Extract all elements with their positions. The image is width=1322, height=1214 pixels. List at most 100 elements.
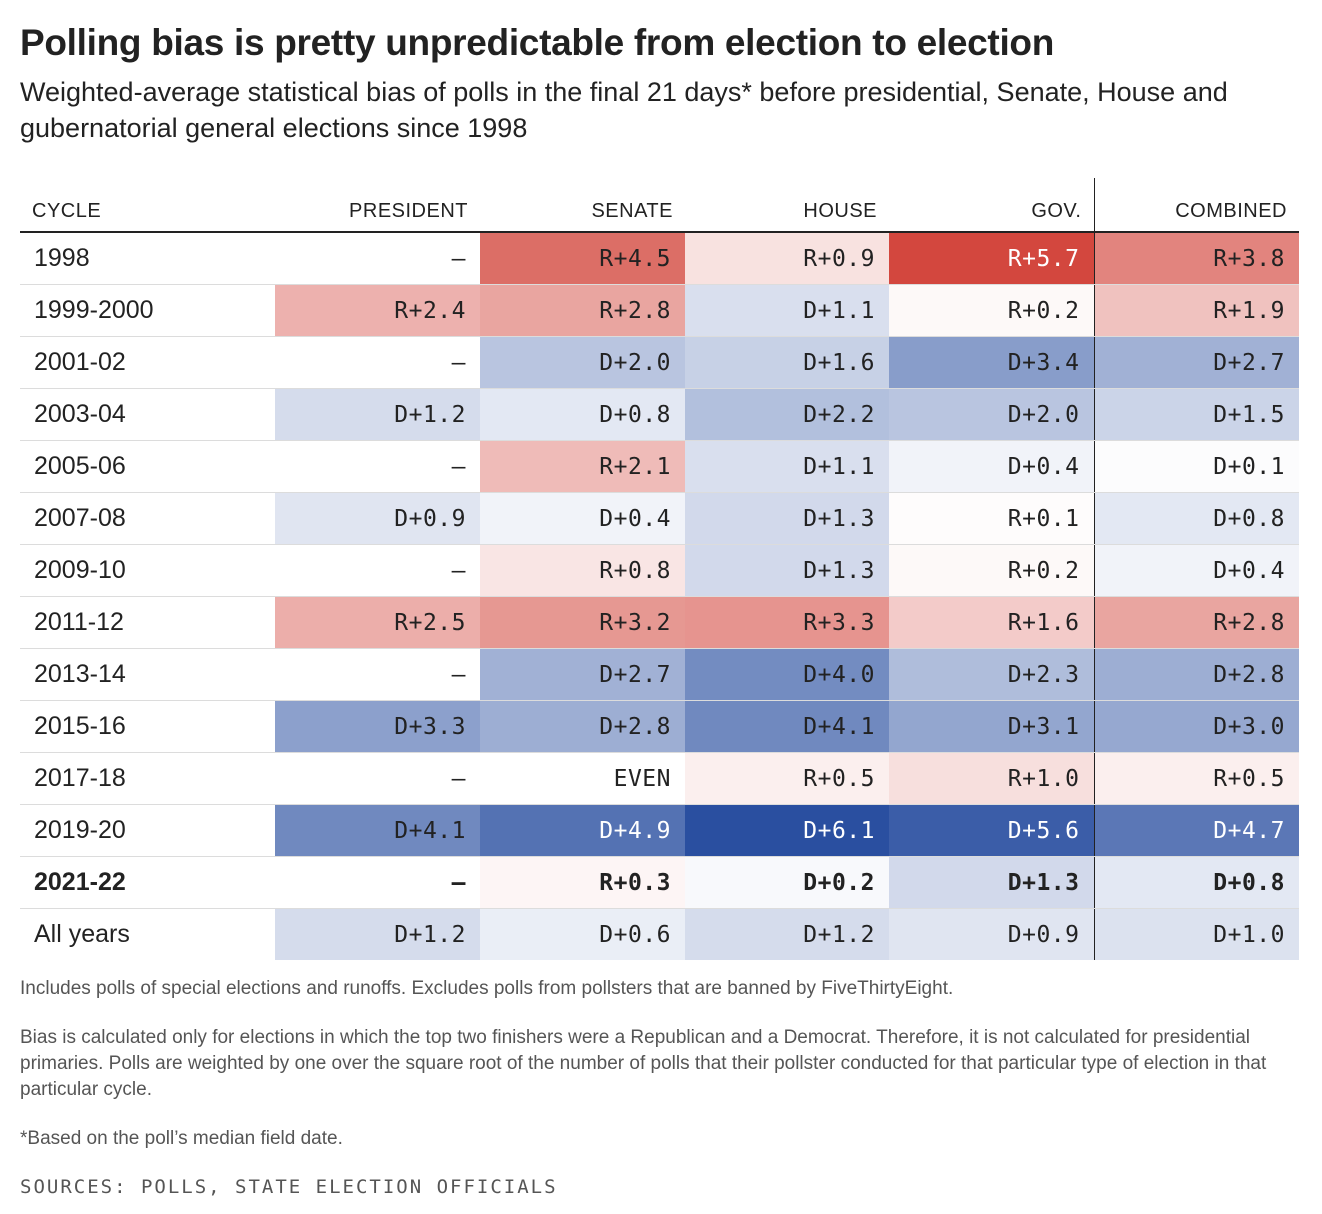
header-row: CYCLE PRESIDENT SENATE HOUSE GOV. COMBIN…: [20, 178, 1299, 233]
bias-cell-president: D+3.3: [275, 700, 480, 753]
bias-cell-president: R+2.4: [275, 284, 480, 337]
bias-cell-gov: R+1.0: [889, 752, 1095, 805]
column-header-gov: GOV.: [889, 178, 1095, 233]
table-row: 2017-18– EVEN R+0.5 R+1.0 R+0.5: [20, 752, 1299, 805]
cycle-label: 2007-08: [20, 492, 275, 545]
bias-cell-senate: D+2.0: [480, 336, 685, 389]
column-header-house: HOUSE: [685, 178, 889, 233]
table-row: 2001-02– D+2.0 D+1.6 D+3.4 D+2.7: [20, 336, 1299, 389]
bias-cell-house: D+1.1: [685, 440, 889, 493]
bias-cell-gov: R+0.1: [889, 492, 1095, 545]
bias-cell-combined: R+0.5: [1094, 752, 1299, 805]
bias-cell-combined: D+0.8: [1094, 492, 1299, 545]
chart-title: Polling bias is pretty unpredictable fro…: [20, 22, 1055, 63]
column-header-senate: SENATE: [480, 178, 685, 233]
table-row: 2019-20 D+4.1 D+4.9 D+6.1 D+5.6 D+4.7: [20, 804, 1299, 857]
note-field-date: *Based on the poll’s median field date.: [20, 1128, 343, 1149]
bias-cell-president: D+1.2: [275, 908, 480, 960]
bias-cell-senate: R+4.5: [480, 232, 685, 285]
column-header-combined: COMBINED: [1094, 178, 1299, 233]
cycle-label: 2019-20: [20, 804, 275, 857]
bias-cell-combined: R+2.8: [1094, 596, 1299, 649]
bias-cell-president: –: [275, 544, 480, 597]
bias-cell-combined: D+4.7: [1094, 804, 1299, 857]
bias-cell-house: R+0.9: [685, 232, 889, 285]
bias-cell-gov: R+0.2: [889, 544, 1095, 597]
bias-cell-senate: D+2.7: [480, 648, 685, 701]
bias-cell-combined: D+0.8: [1094, 856, 1299, 909]
table-row: 2003-04 D+1.2 D+0.8 D+2.2 D+2.0 D+1.5: [20, 388, 1299, 441]
table-row: 2021-22– R+0.3 D+0.2 D+1.3 D+0.8: [20, 856, 1299, 909]
bias-cell-combined: D+1.5: [1094, 388, 1299, 441]
column-header-president: PRESIDENT: [275, 178, 480, 233]
table-row: 2005-06– R+2.1 D+1.1 D+0.4 D+0.1: [20, 440, 1299, 493]
cycle-label: 2021-22: [20, 856, 275, 909]
cycle-label: 2013-14: [20, 648, 275, 701]
bias-cell-senate: R+2.1: [480, 440, 685, 493]
bias-cell-gov: R+1.6: [889, 596, 1095, 649]
table-row: 2015-16 D+3.3 D+2.8 D+4.1 D+3.1 D+3.0: [20, 700, 1299, 753]
bias-cell-house: D+1.1: [685, 284, 889, 337]
table-row: 2013-14– D+2.7 D+4.0 D+2.3 D+2.8: [20, 648, 1299, 701]
bias-cell-house: D+1.3: [685, 544, 889, 597]
bias-cell-president: D+4.1: [275, 804, 480, 857]
cycle-label: 2015-16: [20, 700, 275, 753]
bias-cell-gov: D+2.0: [889, 388, 1095, 441]
bias-cell-gov: R+0.2: [889, 284, 1095, 337]
bias-cell-house: D+2.2: [685, 388, 889, 441]
note-methodology: Bias is calculated only for elections in…: [20, 1027, 1267, 1100]
bias-cell-president: –: [275, 232, 480, 285]
bias-cell-combined: D+2.8: [1094, 648, 1299, 701]
bias-cell-house: D+4.0: [685, 648, 889, 701]
bias-cell-gov: D+3.4: [889, 336, 1095, 389]
bias-cell-senate: D+2.8: [480, 700, 685, 753]
bias-cell-gov: D+3.1: [889, 700, 1095, 753]
bias-cell-senate: D+0.4: [480, 492, 685, 545]
chart-subtitle: Weighted-average statistical bias of pol…: [20, 77, 1228, 143]
bias-cell-president: –: [275, 336, 480, 389]
cycle-label: 2005-06: [20, 440, 275, 493]
bias-cell-gov: D+2.3: [889, 648, 1095, 701]
table-row: 2007-08 D+0.9 D+0.4 D+1.3 R+0.1 D+0.8: [20, 492, 1299, 545]
cycle-label: 2003-04: [20, 388, 275, 441]
bias-cell-senate: R+0.3: [480, 856, 685, 909]
bias-cell-combined: D+1.0: [1094, 908, 1299, 960]
bias-cell-house: D+1.3: [685, 492, 889, 545]
table-row: 1998– R+4.5 R+0.9 R+5.7 R+3.8: [20, 232, 1299, 285]
bias-cell-house: R+3.3: [685, 596, 889, 649]
polling-bias-table: CYCLE PRESIDENT SENATE HOUSE GOV. COMBIN…: [20, 178, 1299, 960]
column-header-cycle: CYCLE: [20, 178, 275, 233]
bias-cell-senate: D+0.8: [480, 388, 685, 441]
bias-cell-president: D+1.2: [275, 388, 480, 441]
table-row: 2009-10– R+0.8 D+1.3 R+0.2 D+0.4: [20, 544, 1299, 597]
table-row: All years D+1.2 D+0.6 D+1.2 D+0.9 D+1.0: [20, 908, 1299, 960]
bias-cell-president: –: [275, 440, 480, 493]
cycle-label: 2001-02: [20, 336, 275, 389]
sources-credit: SOURCES: POLLS, STATE ELECTION OFFICIALS: [20, 1176, 558, 1198]
cycle-label: All years: [34, 920, 130, 948]
bias-cell-combined: R+1.9: [1094, 284, 1299, 337]
bias-cell-combined: D+3.0: [1094, 700, 1299, 753]
bias-cell-senate: D+0.6: [480, 908, 685, 960]
cycle-label: 2009-10: [20, 544, 275, 597]
bias-cell-gov: D+0.9: [889, 908, 1095, 960]
bias-cell-president: –: [275, 752, 480, 805]
bias-cell-gov: D+5.6: [889, 804, 1095, 857]
note-inclusions: Includes polls of special elections and …: [20, 978, 954, 999]
cycle-label: 1999-2000: [20, 284, 275, 337]
bias-cell-senate: EVEN: [480, 752, 685, 805]
bias-cell-president: –: [275, 648, 480, 701]
bias-cell-combined: D+0.1: [1094, 440, 1299, 493]
cycle-label: 1998: [20, 232, 275, 285]
bias-cell-gov: D+0.4: [889, 440, 1095, 493]
bias-cell-combined: D+0.4: [1094, 544, 1299, 597]
bias-cell-house: D+0.2: [685, 856, 889, 909]
table-row: 2011-12 R+2.5 R+3.2 R+3.3 R+1.6 R+2.8: [20, 596, 1299, 649]
bias-cell-senate: R+0.8: [480, 544, 685, 597]
bias-cell-house: D+1.6: [685, 336, 889, 389]
bias-cell-house: D+6.1: [685, 804, 889, 857]
bias-cell-house: D+1.2: [685, 908, 889, 960]
bias-cell-house: D+4.1: [685, 700, 889, 753]
table-body: 1998– R+4.5 R+0.9 R+5.7 R+3.8 1999-2000 R+2.4 R…: [20, 232, 1299, 960]
bias-cell-combined: R+3.8: [1094, 232, 1299, 285]
